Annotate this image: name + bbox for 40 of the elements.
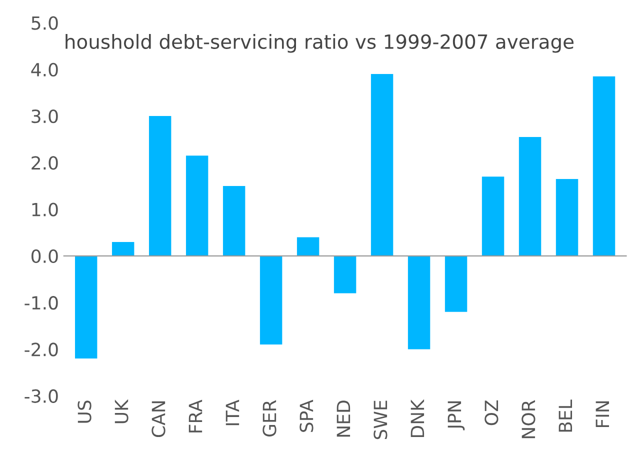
bar	[592, 76, 616, 256]
bar	[444, 256, 468, 312]
y-tick-label: 3.0	[32, 109, 58, 124]
bar	[75, 256, 98, 359]
text: houshold debt-servicing ratio vs 1999-2007 average	[66, 34, 574, 53]
bar	[148, 116, 172, 256]
bar	[112, 242, 134, 256]
y-tick-label: -3.0	[24, 389, 58, 403]
bar	[370, 74, 394, 256]
x-tick-label: FIN	[596, 401, 610, 428]
x-tick-label: SPA	[300, 400, 314, 432]
x-tick-label: CAN	[152, 401, 166, 438]
bar	[408, 256, 430, 350]
y-tick-label: -2.0	[24, 342, 58, 356]
x-tick-label: JPN	[448, 401, 465, 430]
y-tick-label: 0.0	[32, 249, 58, 264]
bar	[334, 256, 356, 294]
x-tick-label: UK	[114, 399, 128, 424]
bar	[222, 186, 246, 256]
bar	[556, 178, 578, 256]
y-tick-label: 2.0	[32, 156, 58, 170]
y-tick-label: -1.0	[24, 296, 58, 310]
bar	[296, 237, 320, 256]
x-tick-label: US	[78, 400, 92, 423]
x-tick-label: GER	[262, 400, 276, 437]
bar	[186, 156, 208, 256]
bar	[482, 176, 504, 256]
bar	[518, 137, 542, 256]
x-tick-label: FRA	[188, 400, 202, 432]
x-tick-label: SWE	[374, 400, 388, 440]
x-tick-label: BEL	[558, 400, 572, 432]
y-tick-label: 5.0	[32, 16, 58, 30]
x-tick-label: NED	[336, 400, 350, 437]
y-tick-label: 4.0	[31, 62, 58, 77]
x-tick-label: DNK	[410, 399, 424, 438]
x-tick-label: OZ	[484, 400, 498, 426]
x-tick-label: ITA	[226, 400, 240, 426]
x-tick-label: NOR	[522, 400, 536, 438]
y-tick-label: 1.0	[32, 202, 58, 216]
bar	[260, 256, 282, 345]
